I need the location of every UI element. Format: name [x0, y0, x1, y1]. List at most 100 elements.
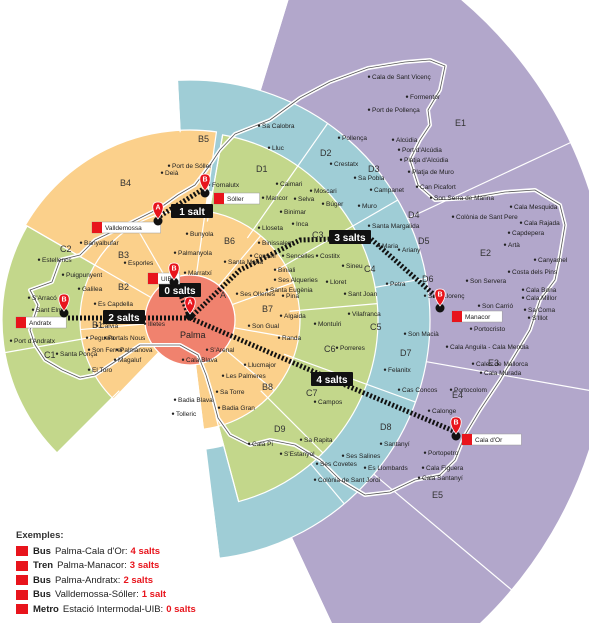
town-dot: [427, 409, 431, 412]
town-label: Algaida: [284, 313, 306, 320]
town-label: S'Estanyol: [284, 451, 315, 458]
town-label: Colònia de Sant Jordi: [318, 477, 380, 484]
route-line: [188, 235, 442, 320]
town-dot: [273, 278, 277, 281]
zone-label: D3: [368, 164, 380, 174]
town-dot: [185, 232, 189, 235]
town-dot: [347, 312, 351, 315]
town-dot: [299, 438, 303, 441]
town-dot: [367, 108, 371, 111]
town-dot: [215, 390, 219, 393]
town-dot: [257, 241, 261, 244]
town-label: Maria: [382, 243, 399, 250]
route-label-text: 3 salts: [334, 233, 366, 244]
town-dot: [171, 412, 175, 415]
town-label: Son Serra de Marina: [434, 195, 494, 202]
town-dot: [257, 226, 261, 229]
town-label: Sant Llorenç: [428, 293, 465, 300]
town-label: Pina: [286, 293, 299, 300]
town-label: Palmanova: [120, 347, 153, 354]
town-dot: [423, 294, 427, 297]
town-dot: [507, 231, 511, 234]
town-label: Crestatx: [334, 161, 359, 168]
town-dot: [181, 358, 185, 361]
town-label: Sa Coma: [528, 307, 555, 314]
marker-label: Valldemossa: [105, 225, 142, 232]
town-dot: [279, 210, 283, 213]
town-dot: [247, 442, 251, 445]
town-label: Vilafranca: [352, 311, 381, 318]
town-label: Felanitx: [388, 367, 412, 374]
town-dot: [183, 271, 187, 274]
town-label: Artà: [508, 242, 520, 249]
town-label: Formentor: [410, 94, 441, 101]
town-label: Port d'Alcúdia: [402, 147, 442, 154]
zone-label: C1: [44, 350, 56, 360]
town-dot: [103, 336, 107, 339]
route-line: [171, 277, 193, 319]
town-dot: [521, 296, 525, 299]
route-marker: Valldemossa A: [91, 201, 164, 234]
town-label: Cala Santanyí: [422, 475, 463, 482]
town-dot: [377, 244, 381, 247]
route-label-text: 1 salt: [179, 207, 205, 218]
town-label: Calvià: [100, 323, 118, 330]
town-label: Badia Blava: [178, 397, 213, 404]
town-dot: [325, 280, 329, 283]
zone-label: C4: [364, 264, 376, 274]
town-label: Lloseta: [262, 225, 283, 232]
town-dot: [527, 316, 531, 319]
map-pin-icon: [184, 296, 196, 315]
town-label: Sa Calobra: [262, 123, 295, 130]
zone-label: C2: [60, 244, 72, 254]
town-label: Sencelles: [286, 253, 315, 260]
town-label: Biniali: [278, 267, 295, 274]
town-label: Bunyola: [190, 231, 214, 238]
route-label-text: 0 salts: [164, 286, 196, 297]
town-dot: [265, 288, 269, 291]
town-dot: [471, 362, 475, 365]
zone-label: E1: [455, 118, 466, 128]
town-label: Muro: [362, 203, 377, 210]
town-dot: [465, 279, 469, 282]
town-label: Ses Olleries: [240, 291, 276, 298]
town-label: Sineu: [346, 263, 363, 270]
town-label: Lluc: [272, 145, 285, 152]
town-dot: [343, 292, 347, 295]
town-dot: [315, 254, 319, 257]
map-pin-icon: [168, 262, 180, 281]
town-dot: [357, 204, 361, 207]
town-label: Cala Anguila - Cala Mendia: [450, 344, 529, 351]
town-dot: [315, 462, 319, 465]
town-label: Puigpunyent: [66, 272, 102, 279]
pin-letter: A: [187, 300, 192, 307]
legend: Exemples: Bus Palma-Cala d'Or: 4 salts Tre…: [16, 530, 196, 617]
town-dot: [257, 124, 261, 127]
route-label-text: 2 salts: [108, 313, 140, 324]
zone-label: B7: [262, 304, 273, 314]
zone-label: D8: [380, 422, 392, 432]
town-dot: [367, 75, 371, 78]
town-label: Can Picafort: [420, 184, 456, 191]
coastline: [28, 58, 567, 497]
town-dot: [223, 260, 227, 263]
town-label: Randa: [282, 335, 302, 342]
legend-swatch: [16, 604, 28, 615]
hub-label: Palma: [180, 330, 206, 340]
town-dot: [61, 273, 65, 276]
town-dot: [405, 95, 409, 98]
town-label: Petra: [390, 281, 406, 288]
town-label: Moscari: [314, 188, 337, 195]
town-label: Cala Millor: [526, 295, 558, 302]
town-dot: [291, 222, 295, 225]
legend-item: Metro Estació Intermodal-UIB: 0 salts: [16, 602, 196, 617]
town-dot: [277, 336, 281, 339]
town-label: Esporles: [128, 260, 154, 267]
pin-letter: B: [61, 297, 66, 304]
town-label: El Toro: [92, 367, 112, 374]
town-dot: [509, 205, 513, 208]
town-dot: [113, 358, 117, 361]
town-label: Cala Bona: [526, 287, 557, 294]
